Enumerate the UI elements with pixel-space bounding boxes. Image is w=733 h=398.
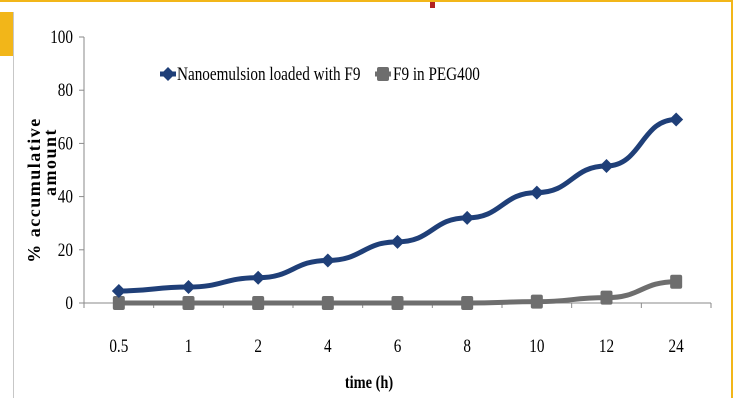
y-tick-label: 20 xyxy=(58,239,73,260)
x-tick-label: 0.5 xyxy=(109,335,128,356)
data-point xyxy=(460,210,475,225)
data-point xyxy=(111,284,126,299)
data-point xyxy=(530,294,543,309)
x-tick-label: 4 xyxy=(324,335,332,356)
data-point xyxy=(600,290,613,305)
y-tick-label: 80 xyxy=(58,80,73,101)
data-point xyxy=(669,112,684,127)
x-tick-label: 6 xyxy=(394,335,402,356)
y-axis-ticks: 0 20 40 60 80 100 xyxy=(50,26,84,313)
y-tick-label: 40 xyxy=(58,186,73,207)
data-point xyxy=(670,274,683,289)
x-tick-label: 12 xyxy=(599,335,614,356)
series-nanoemulsion xyxy=(111,112,684,299)
legend-label: F9 in PEG400 xyxy=(393,63,480,84)
data-point xyxy=(390,234,405,249)
y-axis-label-line-1: % accumulative xyxy=(24,117,44,262)
x-axis-label: time (h) xyxy=(345,371,393,392)
legend-swatch-marker xyxy=(377,67,389,81)
data-point xyxy=(112,296,125,310)
data-point xyxy=(320,253,335,268)
x-tick-label: 1 xyxy=(185,335,193,356)
data-point xyxy=(321,296,334,310)
y-tick-label: 0 xyxy=(65,292,73,313)
title-fragment-mark xyxy=(430,0,435,8)
chart-series xyxy=(111,112,684,310)
slide-accent-bar xyxy=(0,12,13,56)
chart-legend: Nanoemulsion loaded with F9 F9 in PEG400 xyxy=(160,63,480,84)
data-point xyxy=(251,270,266,285)
data-point xyxy=(599,159,614,174)
data-point xyxy=(181,280,196,295)
data-point xyxy=(182,296,195,310)
x-tick-label: 2 xyxy=(254,335,262,356)
x-axis-ticks: 0.5 1 2 4 6 8 10 12 24 xyxy=(83,303,712,356)
data-point xyxy=(391,296,404,310)
legend-swatch-marker xyxy=(161,67,175,81)
x-tick-label: 24 xyxy=(669,335,685,356)
y-tick-label: 100 xyxy=(50,26,73,47)
x-tick-label: 8 xyxy=(463,335,471,356)
y-tick-label: 60 xyxy=(58,133,73,154)
data-point xyxy=(529,185,544,200)
y-axis-label-line-2: amount xyxy=(40,128,60,196)
slide-left-rule xyxy=(13,12,14,398)
legend-label: Nanoemulsion loaded with F9 xyxy=(177,63,360,84)
data-point xyxy=(461,296,474,310)
series-peg400 xyxy=(112,274,683,310)
data-point xyxy=(252,296,265,310)
series-line xyxy=(116,116,679,294)
x-tick-label: 10 xyxy=(529,335,544,356)
